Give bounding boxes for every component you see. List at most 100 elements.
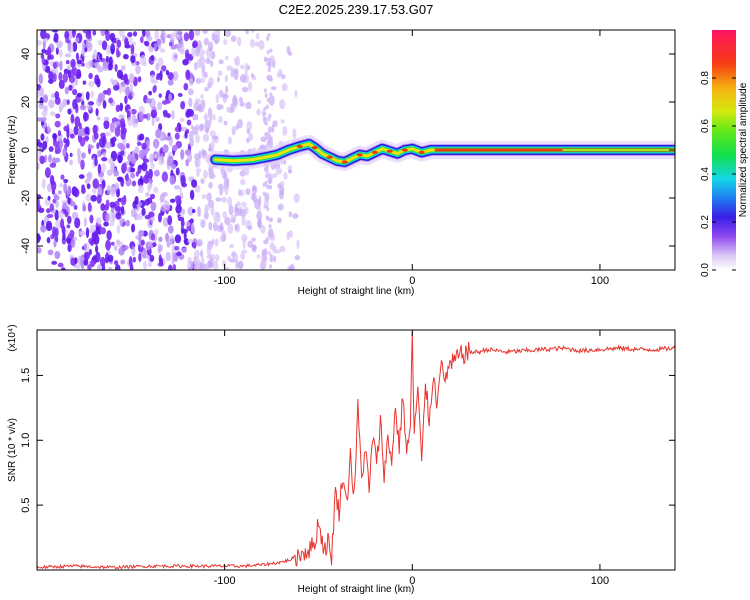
spectrogram-xlabel: Height of straight line (km) xyxy=(298,286,415,297)
noise-speck xyxy=(120,117,125,128)
noise-speck xyxy=(193,101,200,111)
noise-speck xyxy=(140,36,144,44)
noise-speck xyxy=(215,197,222,202)
noise-speck xyxy=(199,52,204,61)
noise-speck xyxy=(248,132,254,142)
noise-speck xyxy=(58,71,63,82)
noise-speck xyxy=(205,57,211,64)
noise-speck xyxy=(123,73,128,84)
noise-speck xyxy=(153,153,158,158)
noise-speck xyxy=(132,256,137,263)
spectrogram-ytick-label: 40 xyxy=(20,48,32,60)
noise-speck xyxy=(188,30,195,41)
noise-speck xyxy=(134,195,139,205)
noise-speck xyxy=(129,82,134,93)
noise-speck xyxy=(105,55,109,63)
noise-speck xyxy=(230,214,237,220)
noise-speck xyxy=(222,94,229,99)
noise-speck xyxy=(180,101,186,110)
noise-speck xyxy=(137,165,142,174)
noise-speck xyxy=(148,90,153,96)
noise-speck xyxy=(42,140,48,150)
ridge-peak xyxy=(296,144,303,148)
noise-speck xyxy=(39,155,46,165)
noise-speck xyxy=(69,201,76,207)
noise-speck xyxy=(55,113,61,119)
noise-speck xyxy=(146,182,152,193)
noise-speck xyxy=(167,215,173,226)
noise-speck xyxy=(183,238,189,244)
noise-speck xyxy=(267,250,272,256)
noise-speck xyxy=(267,173,274,181)
noise-speck xyxy=(157,212,162,223)
noise-speck xyxy=(41,109,48,117)
noise-speck xyxy=(174,234,182,244)
noise-speck xyxy=(210,205,215,216)
noise-speck xyxy=(90,194,97,202)
noise-speck xyxy=(169,198,176,203)
noise-speck xyxy=(103,116,110,122)
noise-speck xyxy=(62,232,66,241)
noise-speck xyxy=(78,230,85,236)
ridge-peak xyxy=(371,150,378,154)
noise-speck xyxy=(221,196,228,203)
noise-speck xyxy=(206,254,213,259)
noise-speck xyxy=(87,171,93,181)
noise-speck xyxy=(123,245,129,250)
noise-speck xyxy=(141,30,146,38)
noise-speck xyxy=(59,182,64,188)
noise-speck xyxy=(171,144,178,152)
noise-speck xyxy=(208,221,213,231)
noise-speck xyxy=(196,58,203,69)
noise-speck xyxy=(272,173,278,178)
noise-speck xyxy=(67,197,71,205)
noise-speck xyxy=(214,238,219,247)
noise-speck xyxy=(197,206,201,218)
noise-speck xyxy=(130,172,136,179)
noise-speck xyxy=(84,47,88,53)
noise-speck xyxy=(189,138,195,147)
noise-speck xyxy=(251,186,257,192)
noise-speck xyxy=(267,33,271,38)
noise-speck xyxy=(172,263,177,270)
noise-speck xyxy=(242,238,246,250)
noise-speck xyxy=(99,53,103,60)
noise-speck xyxy=(58,79,65,89)
noise-speck xyxy=(76,148,81,158)
noise-speck xyxy=(168,234,175,244)
noise-speck xyxy=(187,108,194,117)
snr-line xyxy=(37,330,675,570)
noise-speck xyxy=(269,256,274,263)
noise-speck xyxy=(58,209,64,219)
noise-speck xyxy=(260,224,266,234)
noise-speck xyxy=(37,40,42,46)
noise-speck xyxy=(66,224,71,229)
noise-speck xyxy=(213,260,219,270)
noise-speck xyxy=(218,90,224,98)
noise-speck xyxy=(78,174,85,179)
noise-speck xyxy=(67,65,71,71)
noise-speck xyxy=(101,40,108,51)
noise-speck xyxy=(189,189,195,201)
noise-speck xyxy=(47,55,52,61)
noise-speck xyxy=(277,69,283,76)
noise-speck xyxy=(114,63,118,72)
noise-speck xyxy=(183,32,190,42)
noise-speck xyxy=(74,257,78,265)
noise-speck xyxy=(208,143,212,151)
noise-speck xyxy=(131,245,136,257)
noise-speck xyxy=(92,187,97,194)
noise-speck xyxy=(154,169,160,177)
noise-speck xyxy=(245,188,251,196)
noise-speck xyxy=(150,162,155,170)
noise-speck xyxy=(88,72,93,80)
noise-speck xyxy=(145,170,149,180)
noise-speck xyxy=(130,55,136,64)
noise-speck xyxy=(266,36,270,42)
noise-speck xyxy=(282,125,288,136)
noise-speck xyxy=(53,239,57,248)
noise-speck xyxy=(95,251,101,263)
noise-speck xyxy=(168,93,172,102)
noise-speck xyxy=(141,161,148,172)
noise-speck xyxy=(212,221,218,232)
